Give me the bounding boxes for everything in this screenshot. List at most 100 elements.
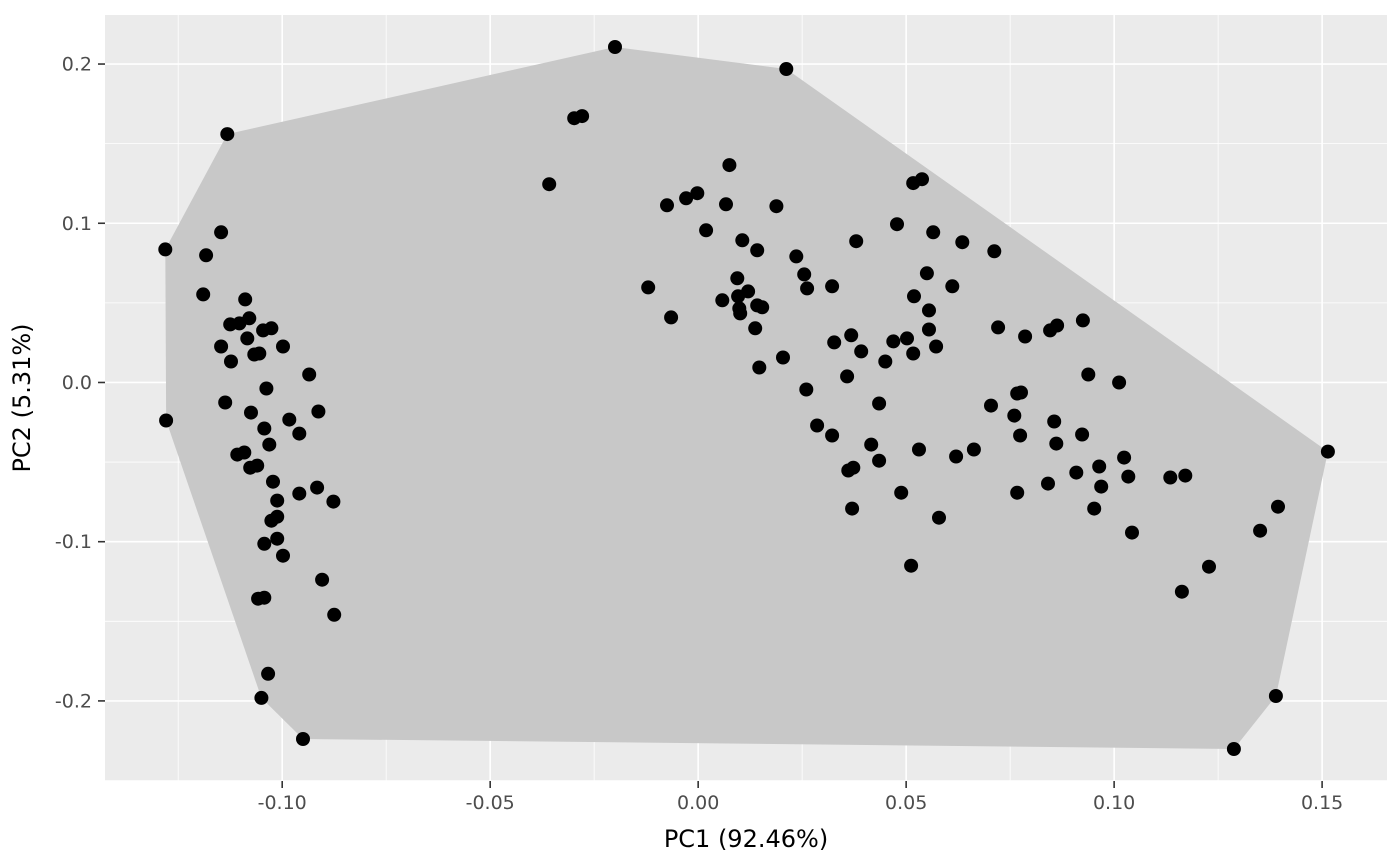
data-point bbox=[929, 339, 944, 354]
data-point bbox=[1163, 470, 1178, 485]
data-point bbox=[1041, 476, 1055, 491]
data-point bbox=[752, 360, 767, 375]
data-point bbox=[575, 109, 590, 124]
data-point bbox=[282, 412, 297, 427]
data-point bbox=[254, 690, 269, 705]
data-point bbox=[220, 127, 235, 142]
data-point bbox=[797, 267, 812, 282]
y-tick-label: 0.2 bbox=[62, 54, 92, 76]
data-point bbox=[904, 558, 919, 573]
x-tick-label: 0.10 bbox=[1093, 792, 1135, 814]
data-point bbox=[608, 40, 622, 54]
data-point bbox=[276, 548, 290, 563]
data-point bbox=[1094, 479, 1109, 494]
data-point bbox=[922, 322, 936, 337]
data-point bbox=[906, 346, 921, 361]
y-tick-label: -0.1 bbox=[55, 531, 92, 553]
data-point bbox=[1253, 523, 1268, 538]
data-point bbox=[719, 197, 733, 212]
data-point bbox=[242, 311, 257, 326]
data-point bbox=[1081, 367, 1096, 382]
data-point bbox=[699, 223, 714, 238]
data-point bbox=[257, 421, 272, 436]
data-point bbox=[872, 453, 887, 468]
data-point bbox=[789, 249, 804, 264]
data-point bbox=[907, 289, 921, 304]
data-point bbox=[840, 369, 855, 384]
data-point bbox=[250, 458, 265, 473]
data-point bbox=[1075, 427, 1090, 442]
data-point bbox=[264, 321, 279, 336]
data-point bbox=[270, 531, 285, 546]
data-point bbox=[159, 413, 174, 428]
data-point bbox=[894, 485, 909, 500]
data-point bbox=[257, 590, 272, 605]
x-tick-label: 0.15 bbox=[1301, 792, 1343, 814]
data-point bbox=[311, 404, 326, 419]
data-point bbox=[878, 354, 893, 369]
data-point bbox=[825, 279, 840, 294]
data-point bbox=[846, 460, 861, 475]
data-point bbox=[755, 300, 770, 315]
data-point bbox=[945, 279, 960, 294]
x-tick-label: -0.05 bbox=[466, 792, 515, 814]
data-point bbox=[984, 398, 998, 413]
data-point bbox=[966, 442, 981, 457]
data-point bbox=[257, 536, 272, 551]
data-point bbox=[641, 280, 656, 295]
data-point bbox=[799, 382, 814, 397]
data-point bbox=[849, 234, 864, 249]
data-point bbox=[748, 321, 763, 336]
data-point bbox=[932, 510, 946, 525]
data-point bbox=[270, 509, 285, 524]
data-point bbox=[922, 303, 936, 318]
data-point bbox=[237, 445, 252, 460]
data-point bbox=[750, 243, 765, 258]
data-point bbox=[1014, 385, 1028, 400]
data-point bbox=[1050, 318, 1065, 333]
data-point bbox=[872, 396, 887, 411]
data-point bbox=[664, 310, 679, 325]
data-point bbox=[1117, 450, 1132, 465]
data-point bbox=[1010, 485, 1025, 500]
data-point bbox=[199, 248, 214, 263]
data-point bbox=[266, 474, 280, 489]
data-point bbox=[1075, 313, 1090, 328]
data-point bbox=[1178, 468, 1193, 483]
data-point bbox=[270, 493, 285, 508]
data-point bbox=[827, 335, 842, 350]
data-point bbox=[244, 405, 258, 420]
data-point bbox=[769, 199, 784, 214]
data-point bbox=[991, 320, 1006, 335]
data-point bbox=[722, 158, 737, 173]
x-tick-label: 0.00 bbox=[677, 792, 719, 814]
data-point bbox=[825, 428, 840, 443]
data-point bbox=[214, 225, 229, 240]
data-point bbox=[1018, 329, 1033, 344]
data-point bbox=[730, 271, 745, 286]
data-point bbox=[776, 350, 790, 365]
data-point bbox=[854, 344, 869, 359]
data-point bbox=[1069, 465, 1084, 480]
data-point bbox=[310, 480, 325, 495]
data-point bbox=[261, 666, 276, 681]
data-point bbox=[690, 186, 705, 201]
data-point bbox=[214, 339, 229, 354]
data-point bbox=[276, 339, 290, 354]
data-point bbox=[542, 177, 557, 192]
data-point bbox=[1047, 414, 1062, 429]
y-axis-title: PC2 (5.31%) bbox=[8, 323, 36, 472]
data-point bbox=[196, 287, 211, 302]
data-point bbox=[864, 437, 879, 452]
data-point bbox=[218, 395, 233, 410]
data-point bbox=[735, 233, 750, 248]
data-point bbox=[845, 501, 860, 516]
data-point bbox=[912, 442, 926, 457]
data-point bbox=[779, 62, 794, 76]
data-point bbox=[1226, 742, 1241, 756]
data-point bbox=[1007, 408, 1022, 423]
x-tick-label: -0.10 bbox=[258, 792, 307, 814]
convex-hull-polygon bbox=[165, 47, 1328, 749]
